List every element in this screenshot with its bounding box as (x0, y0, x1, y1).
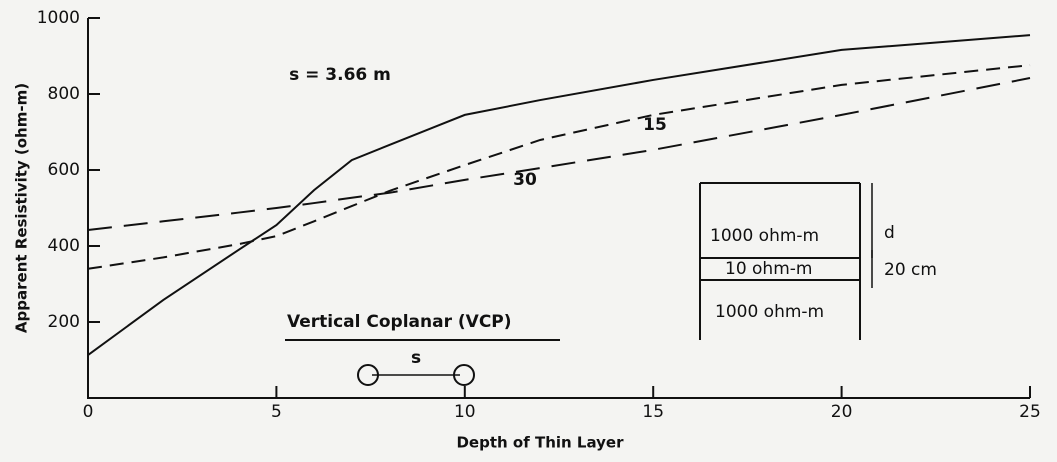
layer-label: 10 ohm-m (725, 259, 812, 279)
config-label: Vertical Coplanar (VCP) (287, 312, 512, 332)
x-tick-label: 10 (454, 402, 476, 422)
layer-label: 1000 ohm-m (715, 302, 824, 322)
y-tick-label: 800 (48, 84, 80, 104)
x-tick-label: 5 (271, 402, 282, 422)
thickness-label: 20 cm (884, 260, 937, 280)
series-label: s = 3.66 m (289, 65, 391, 85)
y-tick-label: 1000 (37, 8, 80, 28)
series-line (87, 34, 1031, 356)
x-tick-label: 20 (831, 402, 853, 422)
y-axis-label: Apparent Resistivity (ohm-m) (13, 83, 31, 333)
y-tick-label: 600 (48, 160, 80, 180)
series-label: 30 (513, 170, 537, 190)
config-diagram: Vertical Coplanar (VCP) s (285, 312, 560, 386)
x-tick-label: 0 (83, 402, 94, 422)
layer-label: 1000 ohm-m (710, 226, 819, 246)
y-tick-label: 200 (48, 312, 80, 332)
series-line (87, 77, 1031, 232)
layer-diagram: 1000 ohm-m 10 ohm-m 1000 ohm-m d 20 cm (699, 182, 937, 340)
x-tick-label: 25 (1019, 402, 1041, 422)
spacing-label: s (411, 348, 421, 368)
depth-label: d (884, 223, 895, 243)
x-axis-label: Depth of Thin Layer (456, 434, 624, 452)
y-tick-label: 400 (48, 236, 80, 256)
series-label: 15 (643, 115, 667, 135)
x-tick-label: 15 (642, 402, 664, 422)
series-line (87, 64, 1031, 270)
